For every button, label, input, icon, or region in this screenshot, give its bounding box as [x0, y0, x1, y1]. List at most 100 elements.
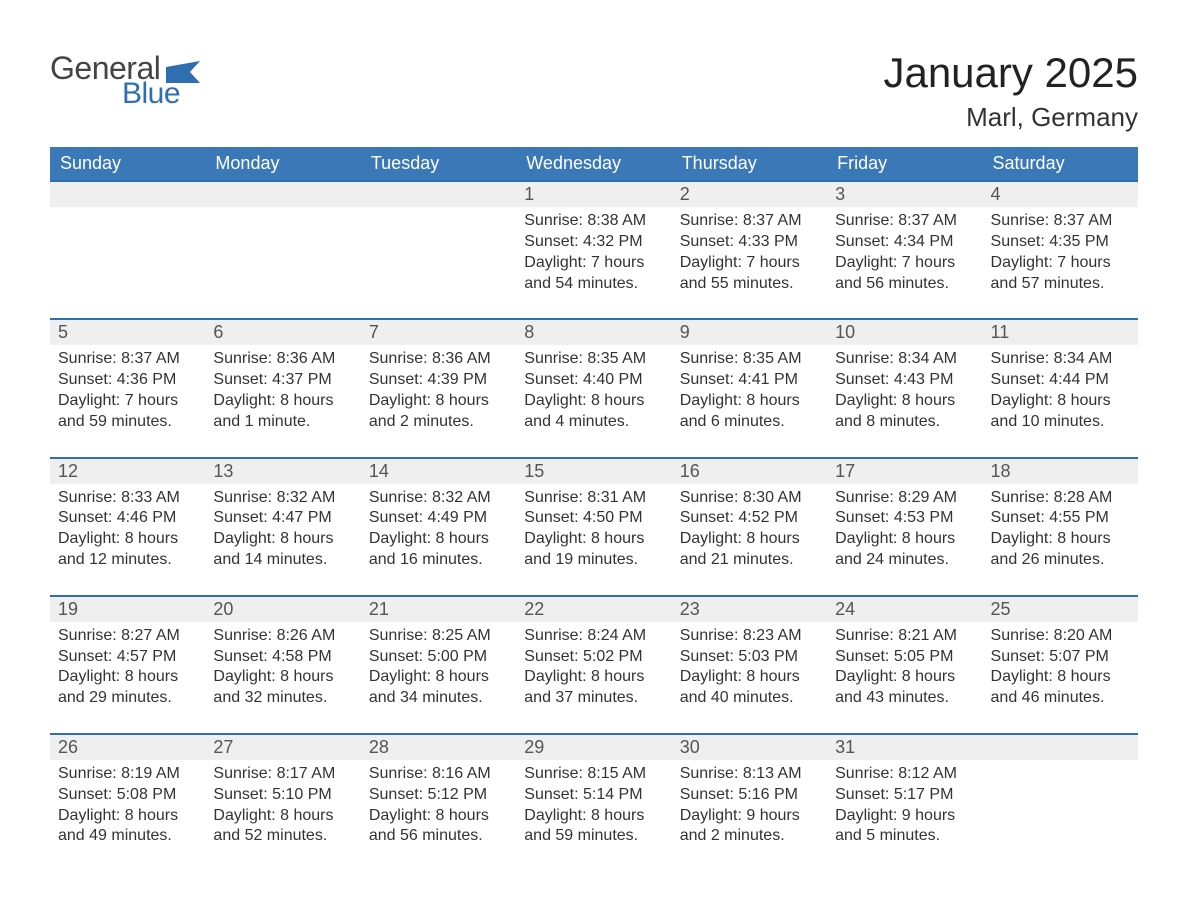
weekday-header: Saturday: [983, 147, 1138, 181]
month-title: January 2025: [883, 50, 1138, 96]
day-number-cell: 9: [672, 319, 827, 345]
daylight-text-line2: and 40 minutes.: [680, 688, 819, 709]
day-number-cell: 20: [205, 596, 360, 622]
sunset-text: Sunset: 5:08 PM: [58, 785, 197, 806]
daylight-text-line2: and 6 minutes.: [680, 412, 819, 433]
sunset-text: Sunset: 4:44 PM: [991, 370, 1130, 391]
daylight-text-line1: Daylight: 8 hours: [680, 391, 819, 412]
day-number-cell: 8: [516, 319, 671, 345]
day-body-cell: Sunrise: 8:36 AMSunset: 4:39 PMDaylight:…: [361, 345, 516, 457]
day-number-cell: 4: [983, 181, 1138, 207]
title-block: January 2025 Marl, Germany: [883, 50, 1138, 133]
day-number-cell: [205, 181, 360, 207]
daylight-text-line2: and 56 minutes.: [369, 826, 508, 847]
daylight-text-line1: Daylight: 8 hours: [991, 667, 1130, 688]
day-body-cell: [205, 207, 360, 319]
sunset-text: Sunset: 5:03 PM: [680, 647, 819, 668]
daylight-text-line1: Daylight: 8 hours: [835, 529, 974, 550]
daylight-text-line1: Daylight: 8 hours: [58, 667, 197, 688]
daylight-text-line1: Daylight: 8 hours: [524, 391, 663, 412]
day-number-cell: 24: [827, 596, 982, 622]
day-number-cell: 30: [672, 734, 827, 760]
daylight-text-line2: and 29 minutes.: [58, 688, 197, 709]
day-number-cell: 27: [205, 734, 360, 760]
day-number-cell: [361, 181, 516, 207]
daylight-text-line1: Daylight: 8 hours: [991, 391, 1130, 412]
sunrise-text: Sunrise: 8:37 AM: [835, 211, 974, 232]
daynum-row: 1234: [50, 181, 1138, 207]
sunrise-text: Sunrise: 8:17 AM: [213, 764, 352, 785]
day-number-cell: 19: [50, 596, 205, 622]
sunrise-text: Sunrise: 8:28 AM: [991, 488, 1130, 509]
sunset-text: Sunset: 4:43 PM: [835, 370, 974, 391]
day-body-cell: Sunrise: 8:37 AMSunset: 4:34 PMDaylight:…: [827, 207, 982, 319]
daylight-text-line1: Daylight: 8 hours: [680, 529, 819, 550]
sunrise-text: Sunrise: 8:37 AM: [58, 349, 197, 370]
day-body-row: Sunrise: 8:38 AMSunset: 4:32 PMDaylight:…: [50, 207, 1138, 319]
day-body-cell: [50, 207, 205, 319]
day-number-cell: 15: [516, 458, 671, 484]
daylight-text-line2: and 5 minutes.: [835, 826, 974, 847]
day-body-cell: Sunrise: 8:19 AMSunset: 5:08 PMDaylight:…: [50, 760, 205, 871]
daylight-text-line1: Daylight: 8 hours: [213, 806, 352, 827]
sunrise-text: Sunrise: 8:20 AM: [991, 626, 1130, 647]
sunset-text: Sunset: 5:14 PM: [524, 785, 663, 806]
daylight-text-line1: Daylight: 7 hours: [524, 253, 663, 274]
day-number-cell: 23: [672, 596, 827, 622]
sunset-text: Sunset: 4:58 PM: [213, 647, 352, 668]
day-body-cell: Sunrise: 8:34 AMSunset: 4:43 PMDaylight:…: [827, 345, 982, 457]
daylight-text-line2: and 4 minutes.: [524, 412, 663, 433]
day-number-cell: 22: [516, 596, 671, 622]
daylight-text-line1: Daylight: 7 hours: [835, 253, 974, 274]
weekday-header: Tuesday: [361, 147, 516, 181]
daylight-text-line2: and 14 minutes.: [213, 550, 352, 571]
sunset-text: Sunset: 5:07 PM: [991, 647, 1130, 668]
day-number-cell: 5: [50, 319, 205, 345]
day-body-cell: [983, 760, 1138, 871]
calendar-page: General Blue January 2025 Marl, Germany …: [0, 0, 1188, 911]
day-body-cell: Sunrise: 8:33 AMSunset: 4:46 PMDaylight:…: [50, 484, 205, 596]
day-number-cell: 7: [361, 319, 516, 345]
day-body-cell: Sunrise: 8:28 AMSunset: 4:55 PMDaylight:…: [983, 484, 1138, 596]
daylight-text-line1: Daylight: 8 hours: [991, 529, 1130, 550]
day-body-cell: Sunrise: 8:26 AMSunset: 4:58 PMDaylight:…: [205, 622, 360, 734]
daylight-text-line2: and 24 minutes.: [835, 550, 974, 571]
sunset-text: Sunset: 4:50 PM: [524, 508, 663, 529]
day-body-cell: Sunrise: 8:31 AMSunset: 4:50 PMDaylight:…: [516, 484, 671, 596]
day-number-cell: 11: [983, 319, 1138, 345]
sunset-text: Sunset: 4:53 PM: [835, 508, 974, 529]
day-body-cell: Sunrise: 8:21 AMSunset: 5:05 PMDaylight:…: [827, 622, 982, 734]
sunset-text: Sunset: 4:32 PM: [524, 232, 663, 253]
day-number-cell: 26: [50, 734, 205, 760]
weekday-header: Monday: [205, 147, 360, 181]
daylight-text-line1: Daylight: 8 hours: [58, 529, 197, 550]
day-body-cell: Sunrise: 8:27 AMSunset: 4:57 PMDaylight:…: [50, 622, 205, 734]
logo-text-blue: Blue: [122, 77, 180, 111]
sunset-text: Sunset: 5:10 PM: [213, 785, 352, 806]
daylight-text-line1: Daylight: 8 hours: [369, 391, 508, 412]
sunrise-text: Sunrise: 8:30 AM: [680, 488, 819, 509]
day-body-cell: Sunrise: 8:13 AMSunset: 5:16 PMDaylight:…: [672, 760, 827, 871]
daylight-text-line2: and 37 minutes.: [524, 688, 663, 709]
day-body-cell: Sunrise: 8:38 AMSunset: 4:32 PMDaylight:…: [516, 207, 671, 319]
day-body-cell: Sunrise: 8:35 AMSunset: 4:40 PMDaylight:…: [516, 345, 671, 457]
sunrise-text: Sunrise: 8:16 AM: [369, 764, 508, 785]
day-number-cell: 12: [50, 458, 205, 484]
sunset-text: Sunset: 5:12 PM: [369, 785, 508, 806]
sunrise-text: Sunrise: 8:35 AM: [524, 349, 663, 370]
day-body-row: Sunrise: 8:37 AMSunset: 4:36 PMDaylight:…: [50, 345, 1138, 457]
day-body-cell: Sunrise: 8:29 AMSunset: 4:53 PMDaylight:…: [827, 484, 982, 596]
day-number-cell: 1: [516, 181, 671, 207]
day-body-cell: [361, 207, 516, 319]
daylight-text-line2: and 8 minutes.: [835, 412, 974, 433]
calendar-thead: Sunday Monday Tuesday Wednesday Thursday…: [50, 147, 1138, 181]
sunset-text: Sunset: 4:40 PM: [524, 370, 663, 391]
sunrise-text: Sunrise: 8:36 AM: [213, 349, 352, 370]
daynum-row: 12131415161718: [50, 458, 1138, 484]
day-body-cell: Sunrise: 8:37 AMSunset: 4:33 PMDaylight:…: [672, 207, 827, 319]
daylight-text-line1: Daylight: 8 hours: [58, 806, 197, 827]
daylight-text-line2: and 21 minutes.: [680, 550, 819, 571]
sunrise-text: Sunrise: 8:19 AM: [58, 764, 197, 785]
daylight-text-line1: Daylight: 8 hours: [213, 391, 352, 412]
sunset-text: Sunset: 4:52 PM: [680, 508, 819, 529]
